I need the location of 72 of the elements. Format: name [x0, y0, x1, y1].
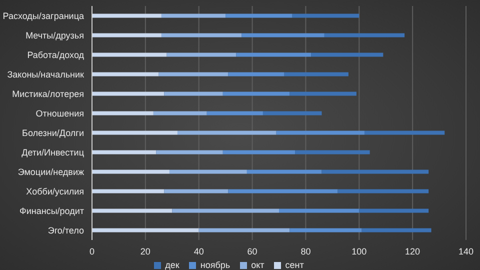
bar: [177, 130, 276, 135]
x-tick-label: 0: [89, 246, 95, 256]
bar: [158, 72, 228, 76]
bar: [226, 14, 292, 18]
x-tick-label: 60: [247, 246, 258, 256]
bar: [276, 130, 364, 135]
y-tick-label: Мистика/лотерея: [12, 88, 84, 99]
x-tick-label: 80: [300, 246, 311, 256]
y-tick-label: Отношения: [36, 108, 84, 118]
bar: [92, 72, 159, 76]
bar: [290, 228, 362, 232]
bar: [222, 92, 290, 96]
bar: [92, 228, 199, 232]
bar: [292, 14, 360, 18]
bar: [262, 111, 322, 116]
bar: [362, 228, 432, 232]
legend-label: окт: [251, 260, 264, 270]
y-tick-label: Хобби/усилия: [26, 186, 84, 196]
bar: [164, 189, 228, 194]
bar: [161, 14, 226, 18]
bar: [92, 189, 164, 194]
bar: [311, 52, 384, 57]
y-tick-label: Эго/тело: [48, 225, 84, 236]
bar: [92, 130, 178, 135]
bar: [92, 14, 162, 18]
bar: [295, 150, 370, 154]
bar: [92, 111, 154, 116]
y-tick-label: Работа/доход: [27, 50, 85, 60]
bar: [169, 170, 247, 174]
bar: [92, 208, 172, 213]
y-tick-label: Законы/начальник: [7, 69, 84, 80]
x-tick-label: 120: [405, 246, 420, 256]
bar: [322, 170, 429, 174]
bar: [364, 130, 445, 135]
bar: [156, 150, 223, 154]
x-tick-label: 140: [458, 246, 474, 256]
bar: [242, 33, 324, 38]
bar: [92, 33, 162, 38]
bar: [279, 208, 360, 213]
bar: [172, 208, 279, 213]
legend-label: дек: [165, 260, 180, 270]
bar: [222, 150, 296, 154]
y-tick-label: Расходы/заграница: [2, 10, 84, 21]
bar: [359, 208, 429, 213]
bar: [228, 189, 338, 194]
y-tick-label: Эмоции/недвиж: [18, 166, 84, 177]
y-tick-label: Финансы/родит: [20, 206, 84, 216]
legend-label: сент: [285, 260, 304, 270]
bar: [338, 189, 429, 194]
bar: [166, 52, 236, 57]
x-tick-label: 40: [194, 246, 204, 256]
bar: [324, 33, 405, 38]
bar: [198, 228, 290, 232]
y-tick-label: Болезни/Долги: [22, 128, 84, 138]
bar: [228, 72, 284, 76]
bar: [92, 150, 156, 154]
y-tick-label: Дети/Инвестиц: [22, 147, 84, 158]
bar: [236, 52, 312, 57]
bar: [290, 92, 356, 96]
bar: [246, 170, 322, 174]
bar: [284, 72, 348, 76]
x-tick-label: 20: [140, 246, 150, 256]
bar: [161, 33, 242, 38]
bar: [153, 111, 207, 116]
bar: [164, 92, 223, 96]
legend-label: ноябрь: [200, 260, 230, 270]
bar: [92, 170, 170, 174]
x-tick-label: 100: [352, 246, 367, 256]
y-tick-label: Мечты/друзья: [26, 30, 84, 40]
bar: [92, 92, 164, 96]
bar: [92, 52, 167, 57]
bar: [206, 111, 263, 116]
